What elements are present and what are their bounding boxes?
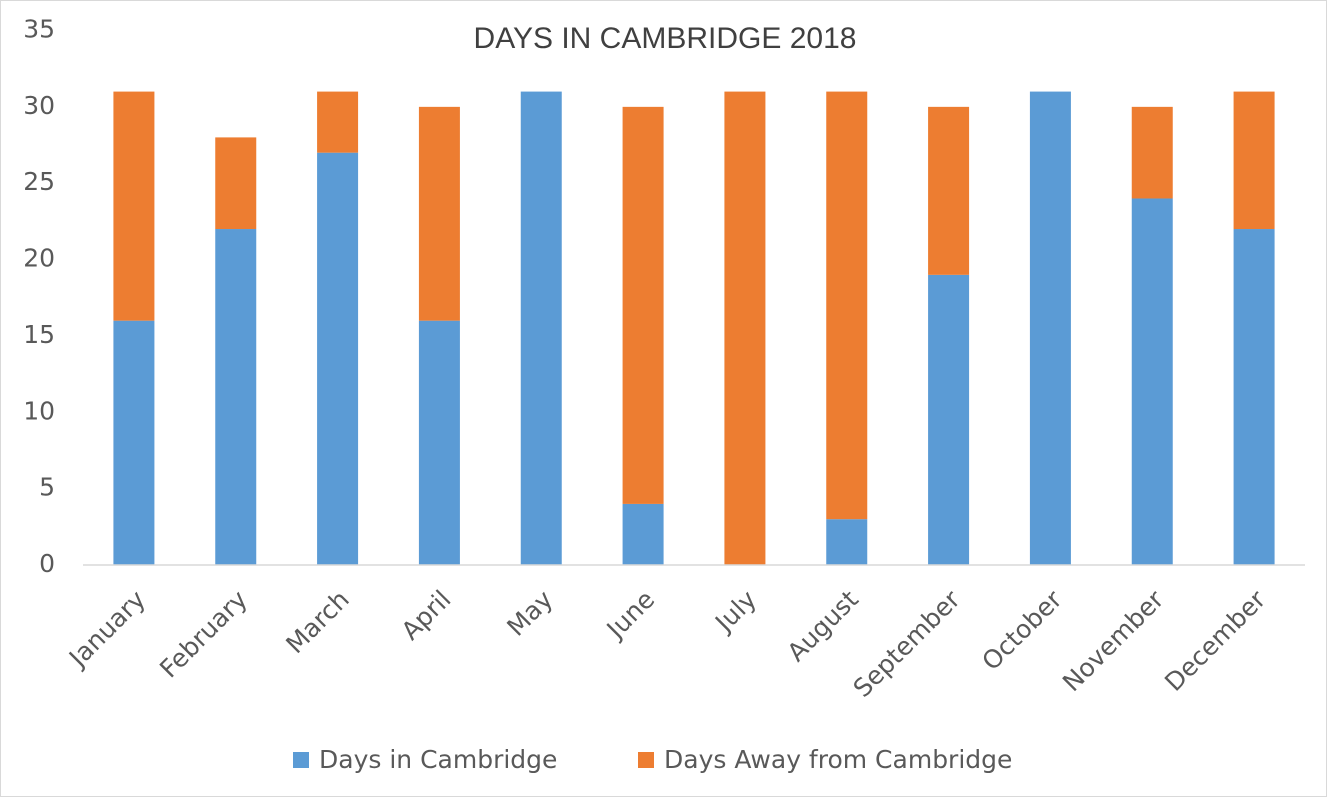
y-tick-label: 30 xyxy=(23,91,55,120)
bar xyxy=(418,106,460,321)
legend-swatch xyxy=(293,752,309,768)
bar xyxy=(1131,106,1173,199)
bar xyxy=(1029,91,1071,565)
legend-label: Days in Cambridge xyxy=(319,745,557,774)
bar xyxy=(622,106,664,504)
y-tick-label: 25 xyxy=(23,167,55,196)
bar xyxy=(215,137,257,230)
y-tick-label: 0 xyxy=(39,549,55,578)
bar xyxy=(1131,198,1173,565)
y-tick-label: 20 xyxy=(23,244,55,273)
y-tick-label: 10 xyxy=(23,396,55,425)
y-tick-label: 15 xyxy=(23,320,55,349)
bar xyxy=(928,106,970,275)
bar xyxy=(317,91,359,153)
bar xyxy=(113,320,155,565)
bar xyxy=(1233,229,1275,565)
bar xyxy=(418,320,460,565)
bar xyxy=(826,519,868,565)
legend-label: Days Away from Cambridge xyxy=(664,745,1012,774)
bar xyxy=(215,229,257,565)
y-tick-label: 35 xyxy=(23,15,55,44)
chart-title: DAYS IN CAMBRIDGE 2018 xyxy=(474,22,857,55)
bar xyxy=(520,91,562,565)
bar xyxy=(928,274,970,565)
y-tick-label: 5 xyxy=(39,473,55,502)
legend-swatch xyxy=(638,752,654,768)
bar xyxy=(724,91,766,565)
bar xyxy=(317,152,359,565)
bar xyxy=(826,91,868,520)
bar xyxy=(1233,91,1275,230)
bar xyxy=(113,91,155,321)
bar xyxy=(622,503,664,565)
